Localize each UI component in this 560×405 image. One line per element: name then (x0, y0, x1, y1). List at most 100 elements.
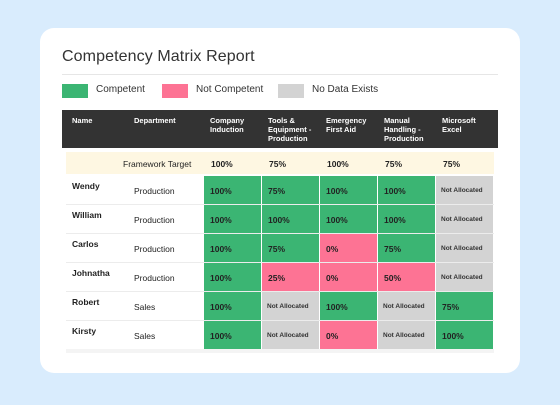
competency-cell-not-competent: 50% (378, 263, 435, 291)
competency-cell-no-data: Not Allocated (262, 321, 319, 349)
employee-department: Production (134, 215, 175, 225)
report-card: Competency Matrix Report Competent Not C… (40, 28, 520, 373)
competency-cell-competent: 100% (204, 292, 261, 320)
legend-label-not-competent: Not Competent (196, 84, 264, 95)
competency-cell-no-data: Not Allocated (436, 176, 493, 204)
competency-cell-not-competent: 25% (262, 263, 319, 291)
competency-cell-competent: 75% (436, 292, 493, 320)
row-divider (66, 233, 494, 234)
target-value-emergency-first-aid: 100% (327, 159, 349, 169)
legend-swatch-not-competent (162, 84, 188, 98)
competency-cell-competent: 100% (204, 263, 261, 291)
competency-value: 25% (268, 273, 286, 283)
employee-name: Johnatha (72, 268, 110, 278)
target-value-company-induction: 100% (211, 159, 233, 169)
competency-value: 100% (210, 186, 232, 196)
row-divider (66, 320, 494, 321)
competency-cell-competent: 75% (262, 234, 319, 262)
competency-value: 100% (210, 215, 232, 225)
competency-value: Not Allocated (383, 303, 425, 310)
competency-value: Not Allocated (441, 245, 483, 252)
competency-cell-competent: 75% (378, 234, 435, 262)
employee-department: Production (134, 186, 175, 196)
column-header-tools-equipment: Tools & Equipment - Production (268, 116, 312, 143)
title-divider (62, 74, 498, 75)
competency-cell-competent: 100% (320, 176, 377, 204)
competency-cell-competent: 100% (320, 205, 377, 233)
competency-value: 75% (268, 244, 286, 254)
competency-value: 75% (268, 186, 286, 196)
competency-value: 100% (210, 302, 232, 312)
competency-value: Not Allocated (383, 332, 425, 339)
employee-department: Production (134, 244, 175, 254)
employee-name: Robert (72, 297, 100, 307)
competency-cell-competent: 100% (378, 176, 435, 204)
target-value-manual-handling: 75% (385, 159, 403, 169)
row-divider (66, 262, 494, 263)
employee-department: Sales (134, 302, 156, 312)
competency-value: 100% (210, 273, 232, 283)
column-header-emergency-first-aid: Emergency First Aid (326, 116, 367, 134)
legend-swatch-no-data (278, 84, 304, 98)
row-divider (66, 204, 494, 205)
competency-cell-not-competent: 0% (320, 321, 377, 349)
competency-cell-competent: 100% (204, 321, 261, 349)
competency-cell-competent: 100% (320, 292, 377, 320)
competency-cell-no-data: Not Allocated (436, 263, 493, 291)
competency-value: 100% (210, 244, 232, 254)
legend-label-competent: Competent (96, 84, 145, 95)
target-value-microsoft-excel: 75% (443, 159, 461, 169)
column-header-department: Department (134, 116, 176, 125)
employee-name: Carlos (72, 239, 99, 249)
competency-value: Not Allocated (441, 187, 483, 194)
row-divider (66, 291, 494, 292)
column-header-name: Name (72, 116, 93, 125)
framework-target-row: Framework Target 100% 75% 100% 75% 75% (66, 152, 494, 174)
competency-value: 0% (326, 244, 339, 254)
competency-value: 75% (442, 302, 460, 312)
competency-value: 50% (384, 273, 402, 283)
column-header-manual-handling: Manual Handling - Production (384, 116, 424, 143)
competency-value: 100% (326, 302, 348, 312)
competency-value: 100% (326, 215, 348, 225)
employee-name: Wendy (72, 181, 100, 191)
employee-name: William (72, 210, 102, 220)
competency-value: 0% (326, 273, 339, 283)
competency-cell-competent: 100% (204, 176, 261, 204)
competency-value: 100% (210, 331, 232, 341)
competency-cell-no-data: Not Allocated (436, 234, 493, 262)
competency-value: 100% (442, 331, 464, 341)
page-title: Competency Matrix Report (62, 48, 255, 65)
competency-cell-competent: 100% (262, 205, 319, 233)
competency-value: 100% (384, 186, 406, 196)
competency-cell-competent: 100% (204, 205, 261, 233)
competency-cell-competent: 100% (204, 234, 261, 262)
legend: Competent Not Competent No Data Exists (62, 83, 498, 99)
table-bottom-edge (66, 349, 494, 353)
competency-cell-not-competent: 0% (320, 234, 377, 262)
employee-department: Sales (134, 331, 156, 341)
legend-label-no-data: No Data Exists (312, 84, 379, 95)
competency-cell-no-data: Not Allocated (378, 321, 435, 349)
framework-target-label: Framework Target (123, 159, 192, 169)
competency-cell-competent: 100% (378, 205, 435, 233)
employee-department: Production (134, 273, 175, 283)
competency-cell-competent: 75% (262, 176, 319, 204)
employee-name: Kirsty (72, 326, 97, 336)
competency-cell-competent: 100% (436, 321, 493, 349)
competency-value: Not Allocated (441, 274, 483, 281)
competency-value: 75% (384, 244, 402, 254)
competency-cell-not-competent: 0% (320, 263, 377, 291)
column-header-company-induction: Company Induction (210, 116, 245, 134)
target-value-tools-equipment: 75% (269, 159, 287, 169)
competency-value: Not Allocated (267, 332, 309, 339)
column-header-microsoft-excel: Microsoft Excel (442, 116, 476, 134)
competency-cell-no-data: Not Allocated (436, 205, 493, 233)
competency-value: Not Allocated (267, 303, 309, 310)
table-header: Name Department Company Induction Tools … (62, 110, 498, 148)
competency-cell-no-data: Not Allocated (262, 292, 319, 320)
competency-value: 100% (384, 215, 406, 225)
competency-value: 100% (326, 186, 348, 196)
competency-value: 0% (326, 331, 339, 341)
competency-cell-no-data: Not Allocated (378, 292, 435, 320)
